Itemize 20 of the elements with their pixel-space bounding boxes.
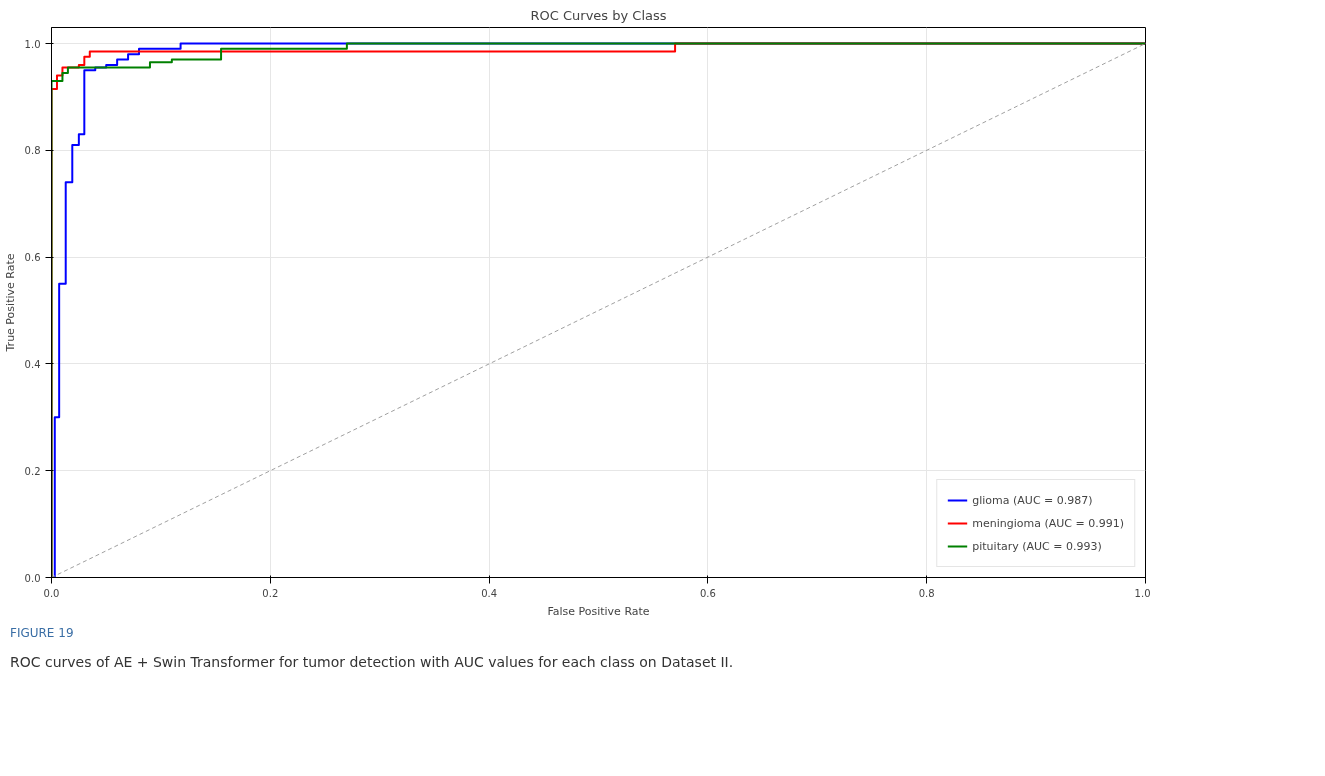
y-tick-label: 0.8 [24, 145, 41, 157]
x-tick-label: 0.4 [481, 587, 498, 599]
y-tick-label: 1.0 [24, 38, 41, 50]
x-tick-label: 0.8 [918, 587, 935, 599]
y-tick-label: 0.2 [24, 465, 41, 477]
y-tick-label: 0.4 [24, 358, 41, 370]
x-tick-label: 1.0 [1134, 587, 1151, 599]
legend-label: meningioma (AUC = 0.991) [972, 516, 1124, 530]
x-tick-label: 0.0 [43, 587, 60, 599]
x-tick-label: 0.2 [262, 587, 279, 599]
legend-label: pituitary (AUC = 0.993) [972, 539, 1102, 553]
y-axis-title: True Positive Rate [3, 253, 17, 353]
chart-title: ROC Curves by Class [530, 7, 667, 23]
y-tick-label: 0.0 [24, 572, 41, 584]
x-axis-title: False Positive Rate [547, 604, 650, 618]
caption: FIGURE 19 [10, 625, 74, 642]
x-tick-label: 0.6 [699, 587, 716, 599]
text: ROC curves of AE + Swin Transformer for tumor detection with AUC values for each class on Dataset II. [10, 653, 734, 673]
y-tick-label: 0.6 [24, 252, 41, 264]
legend-label: glioma (AUC = 0.987) [972, 493, 1093, 507]
